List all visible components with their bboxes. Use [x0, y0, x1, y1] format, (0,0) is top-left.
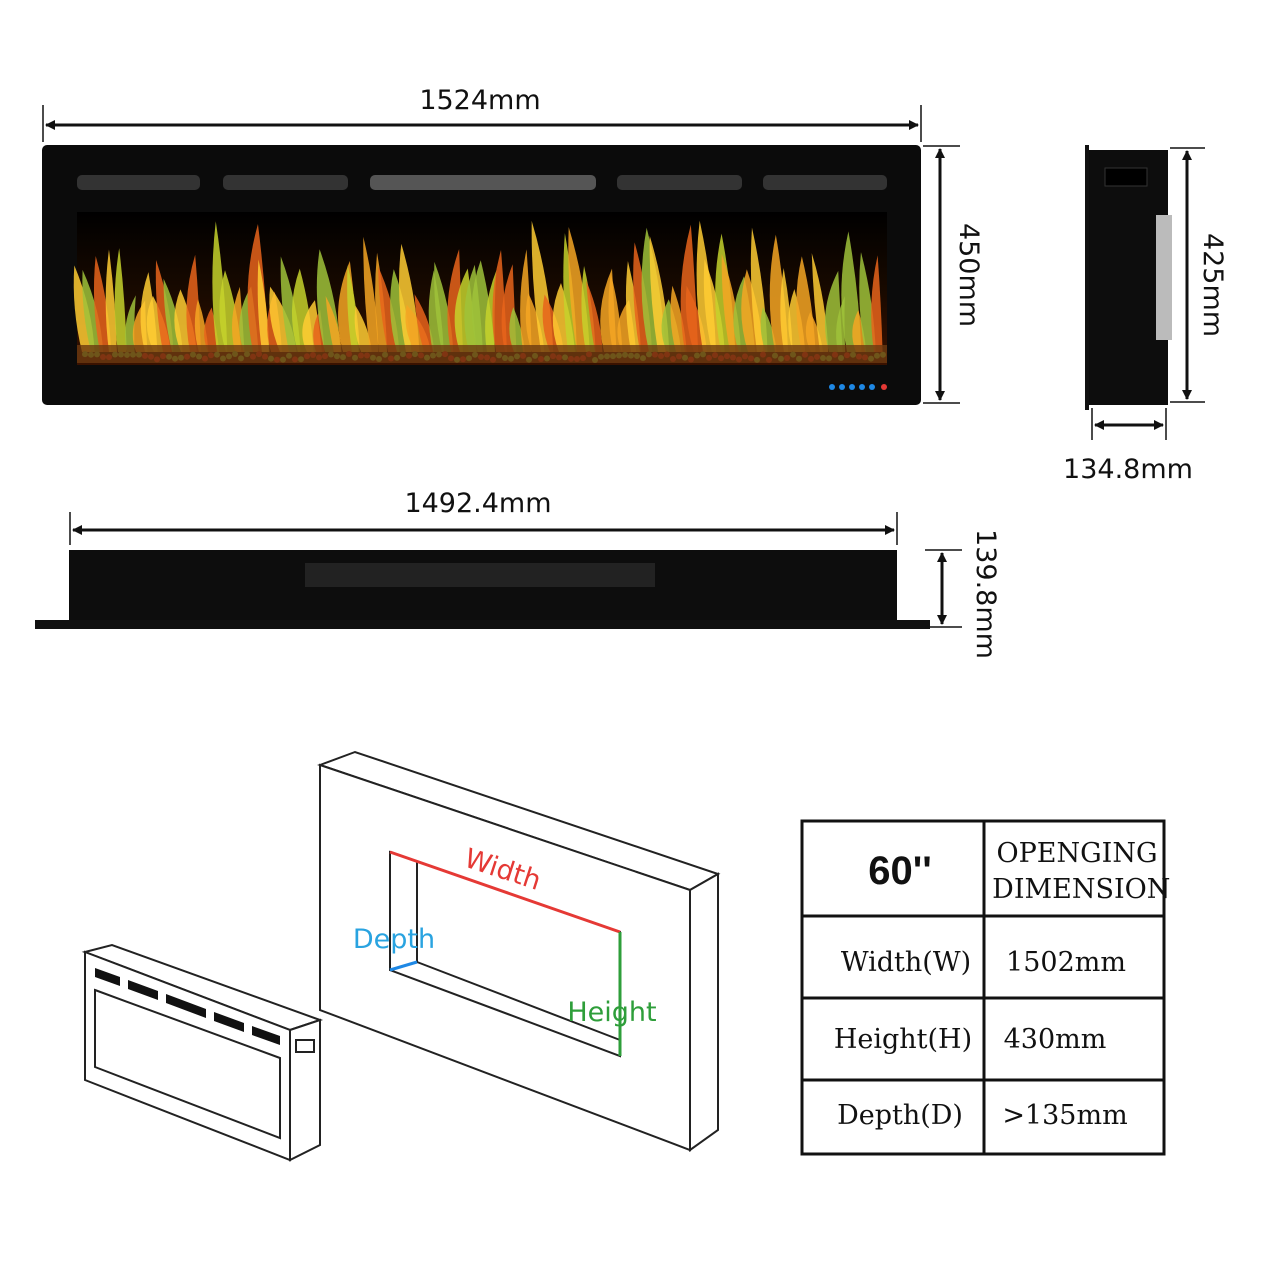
table-header: OPENGING DIMENSION	[984, 838, 1171, 905]
dimension-table: 60'' OPENGING DIMENSION Width(W) 1502mm …	[800, 819, 1171, 1156]
flame	[852, 310, 867, 352]
dimension-label: 139.8mm	[970, 529, 1001, 659]
flame	[325, 295, 342, 352]
front-view: 1524mm 450mm	[42, 85, 984, 405]
flame	[805, 311, 823, 352]
flame	[257, 259, 270, 352]
flame	[414, 294, 435, 352]
flame	[670, 285, 687, 352]
flame	[114, 248, 127, 352]
dimension-label: 450mm	[953, 223, 984, 327]
table-cell: Height(H)	[834, 1024, 972, 1055]
flame	[586, 280, 603, 352]
table-cell: >135mm	[1002, 1100, 1127, 1131]
table-cell: 1502mm	[1006, 947, 1126, 978]
height-label: Height	[567, 997, 656, 1028]
table-cell: Width(W)	[841, 947, 971, 978]
wall-diagram: Width Depth Height	[317, 750, 721, 1152]
flame	[313, 309, 325, 352]
dimension-label: 1492.4mm	[404, 488, 551, 519]
depth-label: Depth	[353, 924, 435, 955]
flame	[105, 249, 117, 352]
flame	[811, 253, 829, 352]
dimension-label: 1524mm	[419, 85, 540, 116]
side-view: 425mm 134.8mm	[1063, 145, 1228, 485]
dimension-label: 134.8mm	[1063, 454, 1193, 485]
flame	[509, 307, 525, 352]
dimension-label: 425mm	[1197, 233, 1228, 337]
flame	[354, 305, 372, 352]
table-header: 60''	[868, 849, 932, 893]
flame	[204, 307, 220, 352]
table-cell: Depth(D)	[837, 1100, 963, 1131]
flame	[871, 255, 883, 352]
fireplace-sketch	[81, 943, 324, 1162]
table-cell: 430mm	[1004, 1024, 1107, 1055]
flame	[760, 307, 777, 352]
flame	[363, 236, 379, 352]
bottom-view: 1492.4mm 139.8mm	[35, 488, 1001, 659]
